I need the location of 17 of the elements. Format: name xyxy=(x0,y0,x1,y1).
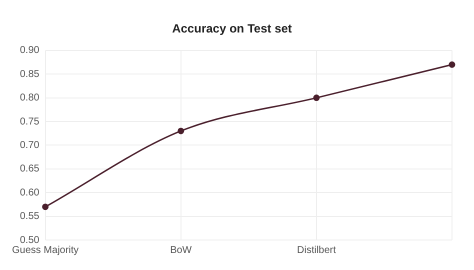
y-tick-label: 0.70 xyxy=(20,140,40,151)
x-tick-label: Distilbert xyxy=(296,244,336,256)
y-tick-label: 0.85 xyxy=(20,68,40,80)
y-tick-label: 0.80 xyxy=(20,92,40,104)
y-tick-label: 0.75 xyxy=(20,116,40,128)
y-tick-label: 0.50 xyxy=(20,234,40,246)
y-tick-label: 0.55 xyxy=(20,211,40,222)
y-tick-label: 0.65 xyxy=(20,164,40,175)
point xyxy=(178,128,184,134)
chart-title: Accuracy on Test set xyxy=(172,22,292,36)
x-tick-label: BoW xyxy=(170,244,192,256)
point xyxy=(448,61,456,68)
point xyxy=(42,204,49,210)
x-tick-label: Guess Majority xyxy=(12,244,79,256)
y-tick-label: 0.60 xyxy=(20,187,40,198)
y-tick-label: 0.90 xyxy=(20,45,40,56)
point xyxy=(313,94,320,102)
